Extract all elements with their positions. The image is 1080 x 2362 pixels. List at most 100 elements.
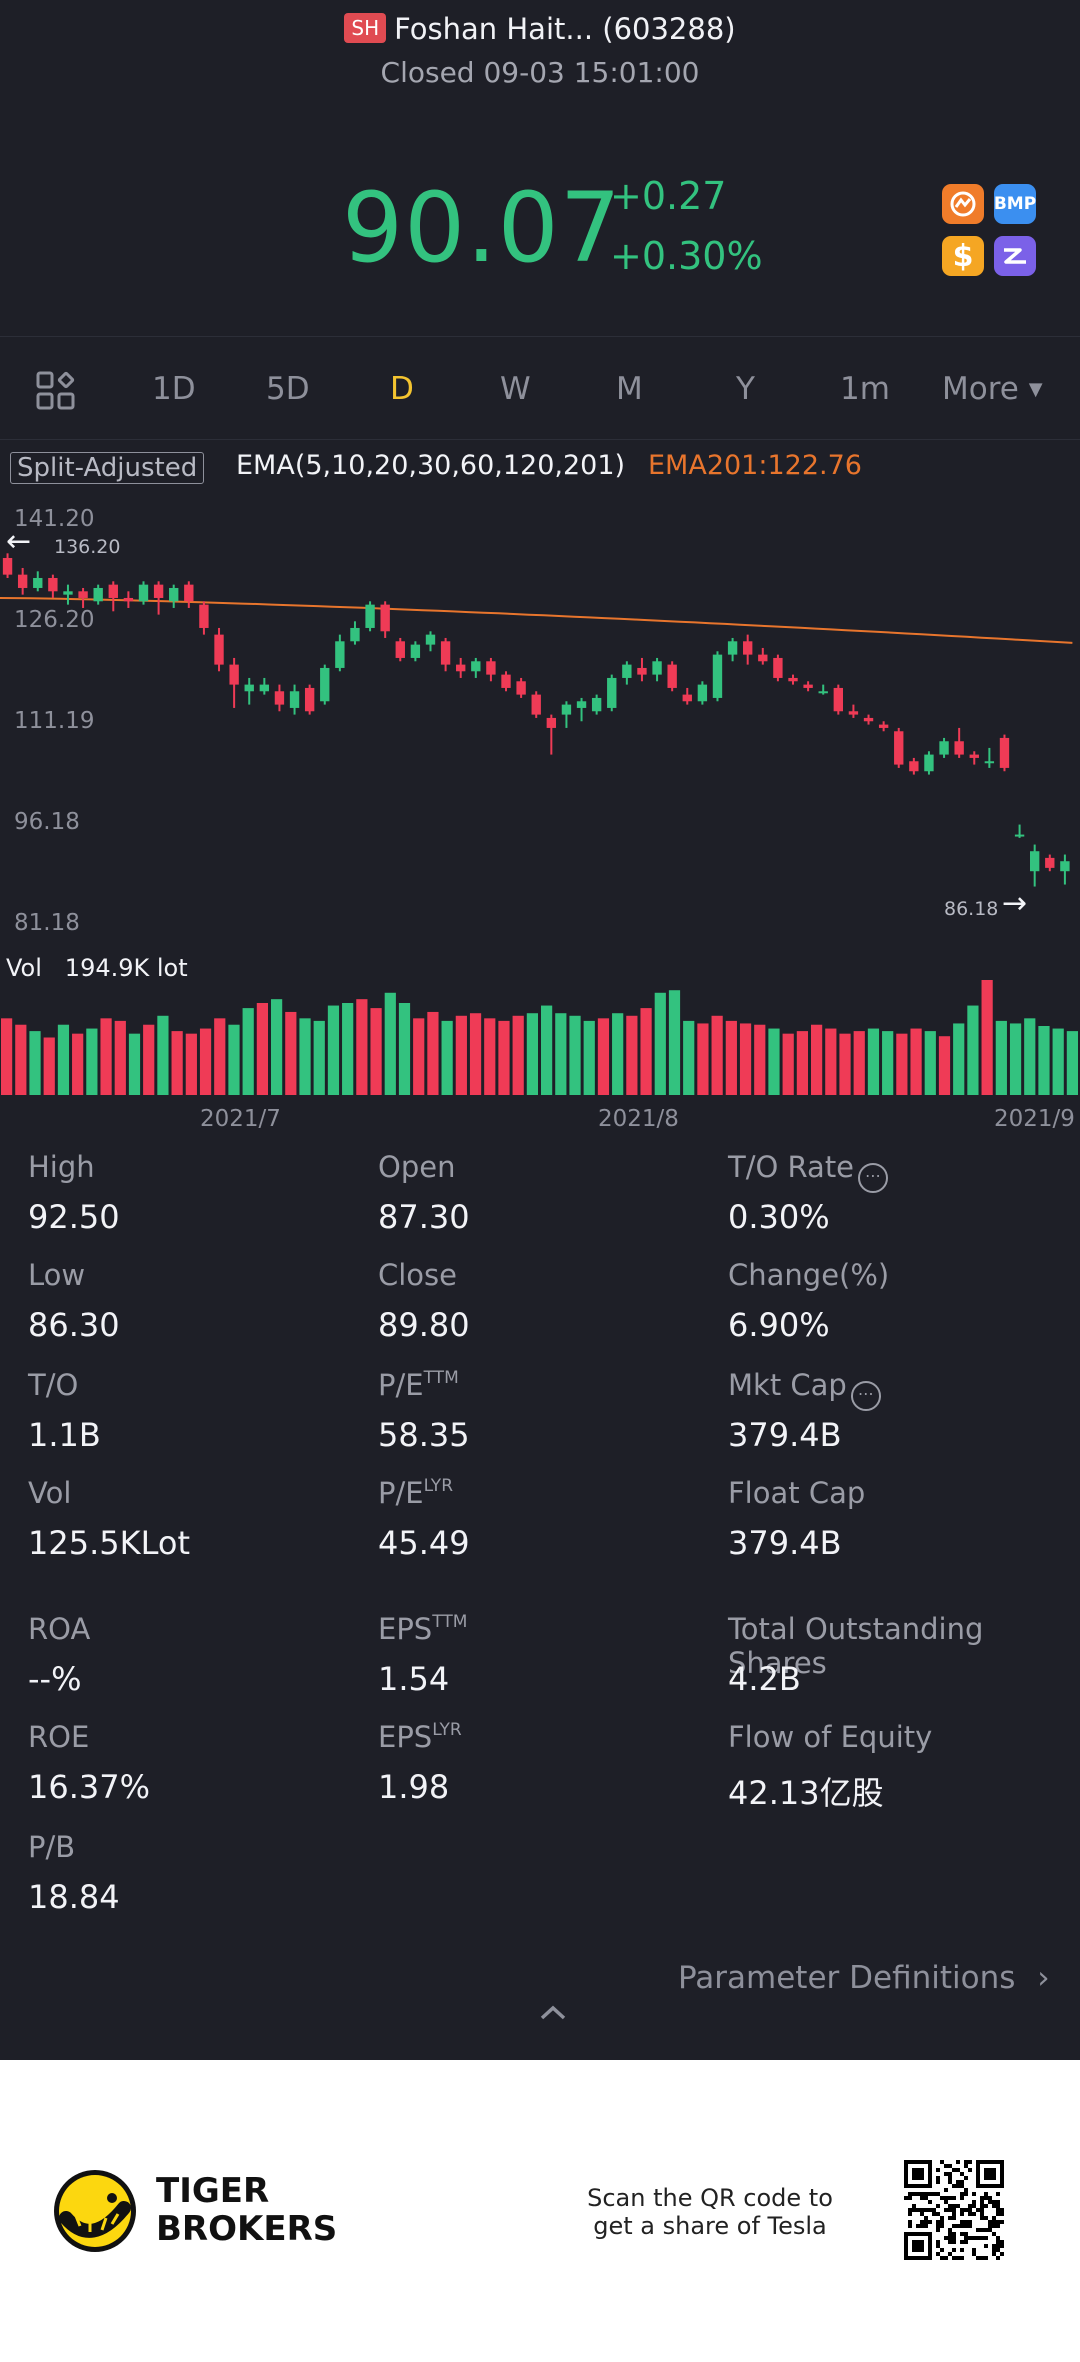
volume-bar xyxy=(299,1018,311,1095)
qr-module xyxy=(908,2192,912,2196)
qr-module xyxy=(952,2196,956,2200)
volume-bar xyxy=(86,1028,98,1095)
stat-value: 0.30% xyxy=(728,1198,830,1236)
stat-label: EPSTTM xyxy=(378,1612,468,1646)
stat-value: 45.49 xyxy=(378,1524,470,1562)
stat-label: EPSLYR xyxy=(378,1720,462,1754)
qr-module xyxy=(992,2232,996,2236)
qr-module xyxy=(952,2184,956,2188)
bmp-icon[interactable]: BMP xyxy=(994,184,1036,224)
qr-module xyxy=(952,2232,956,2236)
candle-body xyxy=(259,684,270,692)
qr-module xyxy=(908,2212,912,2216)
tab-y[interactable]: Y xyxy=(736,371,755,407)
stat-label: P/B xyxy=(28,1830,76,1864)
qr-module xyxy=(936,2204,940,2208)
qr-module xyxy=(1000,2208,1004,2212)
volume-bar xyxy=(441,1020,453,1095)
stat-value: 86.30 xyxy=(28,1306,120,1344)
y-label-1: 141.20 xyxy=(14,506,95,532)
tab-5d[interactable]: 5D xyxy=(266,371,310,407)
qr-module xyxy=(964,2160,968,2164)
volume-bar xyxy=(114,1020,126,1095)
split-adjusted-toggle[interactable]: Split-Adjusted xyxy=(10,452,205,484)
qr-module xyxy=(1000,2212,1004,2216)
candle-body xyxy=(410,644,421,658)
stat-label: Vol xyxy=(28,1476,72,1510)
qr-module xyxy=(952,2224,956,2228)
qr-module xyxy=(992,2244,996,2248)
volume-bar xyxy=(342,1003,354,1095)
dollar-icon[interactable]: $ xyxy=(942,236,984,276)
qr-module xyxy=(928,2208,932,2212)
candle-body xyxy=(878,724,889,728)
qr-module xyxy=(972,2204,976,2208)
purple-app-icon[interactable] xyxy=(994,236,1036,276)
candle-body xyxy=(863,717,874,722)
volume-bar xyxy=(853,1031,865,1095)
stat-label: Change(%) xyxy=(728,1258,890,1292)
tab-d[interactable]: D xyxy=(390,371,414,407)
qr-module xyxy=(964,2232,968,2236)
volume-bar xyxy=(569,1015,581,1095)
tab-1d[interactable]: 1D xyxy=(152,371,196,407)
volume-bar xyxy=(72,1033,84,1095)
volume-bar xyxy=(128,1033,141,1095)
low-marker: 86.18 xyxy=(944,898,999,920)
qr-module xyxy=(948,2196,952,2200)
candle-body xyxy=(652,661,662,675)
arrow-left-icon: ← xyxy=(6,524,32,559)
candle-body xyxy=(531,694,541,715)
grid-menu-icon[interactable] xyxy=(36,371,76,415)
volume-bar xyxy=(541,1005,553,1095)
volume-bar xyxy=(313,1020,325,1095)
stat-label: ROA xyxy=(28,1612,91,1646)
qr-module xyxy=(992,2248,996,2252)
stat-label[interactable]: T/O Rate ⋯ xyxy=(728,1150,889,1193)
volume-bar xyxy=(370,1008,382,1095)
volume-bar xyxy=(697,1023,709,1095)
tab-w[interactable]: W xyxy=(500,371,531,407)
tab-m[interactable]: M xyxy=(616,371,643,407)
volume-bar xyxy=(953,1023,965,1095)
parameter-definitions-link[interactable]: Parameter Definitions › xyxy=(678,1960,1050,1996)
qr-module xyxy=(920,2208,924,2212)
volume-bar xyxy=(143,1024,155,1095)
info-icon[interactable]: ⋯ xyxy=(850,1381,881,1411)
stat-label[interactable]: Mkt Cap ⋯ xyxy=(728,1368,881,1411)
volume-bar xyxy=(555,1013,567,1095)
qr-module xyxy=(964,2176,968,2180)
info-icon[interactable]: ⋯ xyxy=(858,1163,889,1193)
candlestick-chart[interactable] xyxy=(0,490,1080,1130)
stat-label-superscript: TTM xyxy=(423,1368,459,1388)
tab-1m[interactable]: 1m xyxy=(840,371,890,407)
candle-body xyxy=(33,577,43,588)
qr-module xyxy=(956,2180,960,2184)
chevron-up-icon[interactable] xyxy=(536,2000,570,2028)
volume-bar xyxy=(214,1018,226,1095)
scan-line2: get a share of Tesla xyxy=(593,2212,827,2240)
quote-header: SH Foshan Hait... (603288) Closed 09-03 1… xyxy=(0,0,1080,336)
volume-bar xyxy=(896,1033,908,1095)
qr-module xyxy=(972,2212,976,2216)
qr-module xyxy=(964,2220,968,2224)
qr-module xyxy=(956,2256,960,2260)
qr-code[interactable] xyxy=(904,2160,1004,2264)
qr-module xyxy=(984,2216,988,2220)
qr-module xyxy=(952,2168,956,2172)
qr-module xyxy=(972,2252,976,2256)
stat-value: --% xyxy=(28,1660,82,1698)
qr-module xyxy=(996,2192,1000,2196)
ema-label[interactable]: EMA(5,10,20,30,60,120,201) xyxy=(236,450,626,481)
qr-module xyxy=(984,2196,988,2200)
volume-bar xyxy=(256,1003,268,1095)
candle-body xyxy=(380,604,390,632)
qr-module xyxy=(916,2224,920,2228)
tab-more[interactable]: More ▼ xyxy=(942,371,1043,407)
vol-value: 194.9K lot xyxy=(64,954,188,982)
qr-module xyxy=(976,2256,980,2260)
candle-body xyxy=(1045,857,1055,868)
orange-app-icon[interactable] xyxy=(942,184,984,224)
candle-body xyxy=(743,641,753,655)
qr-module xyxy=(924,2220,928,2224)
